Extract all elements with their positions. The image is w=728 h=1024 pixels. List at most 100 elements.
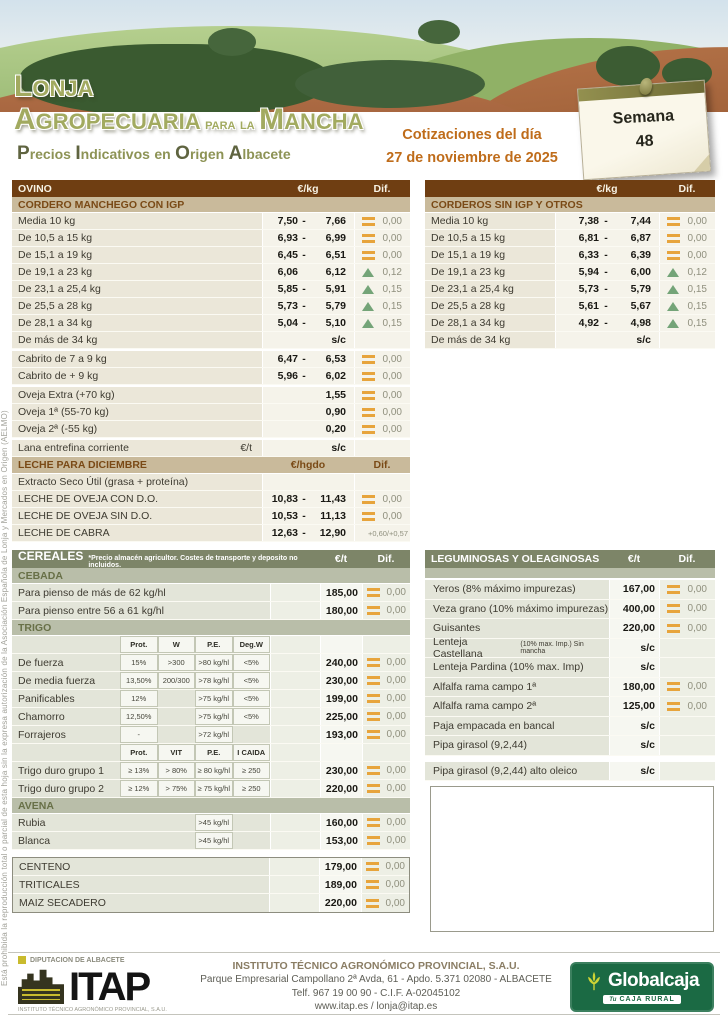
price-single: 0,90: [325, 406, 346, 418]
lonja-logo: Lonja Agropecuaria para la Mancha: [14, 72, 364, 135]
row-label: De 25,5 a 28 kg: [12, 298, 262, 314]
price-row: De 28,1 a 34 kg 5,04- 5,10 0,15: [12, 315, 410, 332]
price-row: Alfalfa rama campo 2ª 125,00 0,00: [425, 697, 715, 717]
price-max: 6,12: [325, 266, 346, 278]
dif-value: 0,00: [382, 249, 402, 261]
dif-value: 0,00: [386, 587, 406, 598]
itap-stripes-icon: [22, 989, 60, 1000]
dif-value: 0,00: [687, 249, 707, 261]
price-cell: 7,50- 7,66: [262, 213, 354, 229]
week-text: Semana 48: [580, 103, 708, 158]
spec-cells: 15% >300 >80 kg/hl <5%: [120, 654, 270, 671]
row-label: De 28,1 a 34 kg: [12, 315, 262, 331]
price-sep: -: [604, 232, 608, 244]
dif-cell: 0,00: [354, 213, 410, 229]
price-row: Veza grano (10% máximo impurezas) 400,00 0…: [425, 599, 715, 619]
no-change-icon: [367, 694, 380, 703]
org-name: INSTITUTO TÉCNICO AGRONÓMICO PROVINCIAL,…: [232, 960, 520, 972]
dif-cell: 0,00: [362, 584, 410, 601]
price-cell: 6,06 6,12: [262, 264, 354, 280]
cereales-otros-body: CENTENO 179,00 0,00 TRITICALES 189,00 0,00 MAI…: [13, 858, 409, 912]
dif-value: 0,15: [687, 317, 707, 329]
price-cell: 0,20: [262, 421, 354, 437]
price-max: 6,51: [325, 249, 346, 261]
price-cell: s/c: [262, 440, 354, 456]
dif-value: 0,00: [386, 835, 406, 846]
dif-cell: 0,00: [362, 814, 410, 831]
price-row: Paja empacada en bancal s/c: [425, 716, 715, 736]
price-cell: 4,92- 4,98: [555, 315, 659, 331]
dif-value: 0,15: [382, 300, 402, 312]
row-label: De 10,5 a 15 kg: [12, 230, 262, 246]
dif-value: 0,00: [385, 861, 405, 872]
price-max: 5,79: [630, 283, 651, 295]
row-label: De 25,5 a 28 kg: [425, 298, 555, 314]
price-cell: 225,00: [320, 708, 362, 725]
dif-cell: +0,60/+0,57: [354, 525, 410, 541]
spec-header-cell: P.E.: [195, 636, 233, 653]
dif-value: 0,00: [382, 493, 402, 505]
quotation-date: Cotizaciones del día 27 de noviembre de …: [372, 124, 572, 170]
price-row: De 15,1 a 19 kg 6,45- 6,51 0,00: [12, 247, 410, 264]
price-min: 6,47: [277, 353, 298, 365]
spacer-cell: [270, 814, 320, 831]
unit-header: €/hgdo: [290, 459, 326, 471]
spec-cell: <5%: [232, 690, 270, 707]
dif-value: 0,00: [386, 693, 406, 704]
no-change-icon: [366, 880, 379, 889]
price-min: 5,94: [578, 266, 599, 278]
spec-cell: >75 kg/hl: [195, 690, 233, 707]
price-cell: [320, 744, 362, 761]
dif-cell: [659, 736, 715, 755]
spacer-cell: [270, 726, 320, 743]
section-header: CEBADA: [12, 568, 410, 584]
price-min: 6,93: [277, 232, 298, 244]
price-max: 7,66: [325, 215, 346, 227]
price-cell: 5,73- 5,79: [555, 281, 659, 297]
price-max: 6,00: [630, 266, 651, 278]
dif-value: 0,00: [386, 657, 406, 668]
price-row: De 25,5 a 28 kg 5,73- 5,79 0,15: [12, 298, 410, 315]
price-max: 12,90: [319, 527, 346, 539]
cereales-table: CEREALES *Precio almacén agricultor. Cos…: [12, 549, 410, 850]
row-label: De media fuerza: [12, 672, 120, 689]
price-single: s/c: [636, 334, 651, 346]
spec-cells: 12% >75 kg/hl <5%: [120, 690, 270, 707]
price-max: 11,13: [320, 510, 346, 522]
price-row: LECHE DE OVEJA SIN D.O. 10,53- 11,13 0,00: [12, 508, 410, 525]
price-sep: -: [302, 232, 306, 244]
diputacion-label: DIPUTACION DE ALBACETE: [30, 956, 125, 964]
spec-cell: <5%: [232, 654, 270, 671]
price-cell: 1,55: [262, 387, 354, 403]
itap-logo-main: ITAP: [18, 966, 196, 1007]
price-cell: s/c: [609, 658, 659, 677]
dif-cell: 0,00: [659, 213, 715, 229]
price-max: 6,02: [325, 370, 346, 382]
dif-value: 0,00: [687, 622, 707, 634]
dif-value: 0,00: [382, 353, 402, 365]
price-cell: 167,00: [609, 580, 659, 599]
dif-cell: 0,00: [362, 708, 410, 725]
price-sep: -: [302, 317, 306, 329]
dif-header: Dif.: [678, 553, 696, 565]
price-cell: 5,73- 5,79: [262, 298, 354, 314]
price-row: Media 10 kg 7,50- 7,66 0,00: [12, 213, 410, 230]
spacer-cell: [270, 654, 320, 671]
table-section: Lana entrefina corriente €/t s/c: [12, 438, 410, 457]
globalcaja-caja-rural: CAJA RURAL: [619, 996, 675, 1003]
row-label: Paja empacada en bancal: [425, 716, 609, 735]
row-label: Panificables: [12, 690, 120, 707]
globalcaja-logo: Globalcaja Tu CAJA RURAL: [570, 962, 714, 1012]
no-change-icon: [667, 216, 680, 226]
org-phone-cif: Telf. 967 19 00 90 - C.I.F. A-02045102: [291, 987, 461, 999]
spec-cell: 13,50%: [120, 672, 158, 689]
spec-cell: ≥ 75 kg/hl: [195, 780, 233, 797]
price-row: LECHE DE CABRA 12,63- 12,90 +0,60/+0,57: [12, 525, 410, 542]
price-min: 5,61: [578, 300, 599, 312]
spec-cells: >45 kg/hl: [120, 832, 270, 849]
dif-value: 0,00: [687, 583, 707, 595]
price-sep: -: [302, 370, 306, 382]
spec-cell: <5%: [232, 708, 270, 725]
row-label: De 23,1 a 25,4 kg: [12, 281, 262, 297]
price-row: Extracto Seco Útil (grasa + proteína): [12, 474, 410, 491]
